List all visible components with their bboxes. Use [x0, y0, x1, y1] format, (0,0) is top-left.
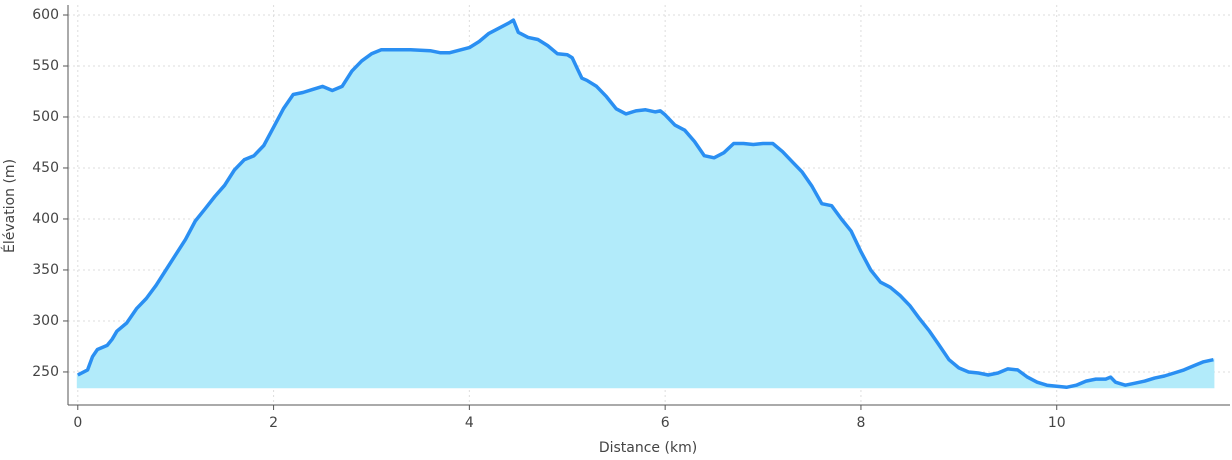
- y-tick-label: 250: [32, 364, 59, 380]
- y-axis-label: Élévation (m): [1, 159, 18, 253]
- y-tick-label: 550: [32, 58, 59, 74]
- y-tick-label: 400: [32, 211, 59, 227]
- y-tick-label: 450: [32, 160, 59, 176]
- y-tick-label: 500: [32, 109, 59, 125]
- x-tick-label: 8: [856, 415, 865, 431]
- y-tick-label: 300: [32, 313, 59, 329]
- area-fill: [76, 18, 1215, 389]
- x-tick-label: 4: [465, 415, 474, 431]
- x-tick-label: 10: [1048, 415, 1066, 431]
- x-axis-label: Distance (km): [599, 440, 697, 456]
- x-tick-label: 2: [269, 415, 278, 431]
- x-tick-label: 6: [661, 415, 670, 431]
- elevation-line: [76, 18, 1214, 390]
- y-tick-label: 600: [32, 7, 59, 23]
- y-tick-label: 350: [32, 262, 59, 278]
- x-tick-label: 0: [73, 415, 82, 431]
